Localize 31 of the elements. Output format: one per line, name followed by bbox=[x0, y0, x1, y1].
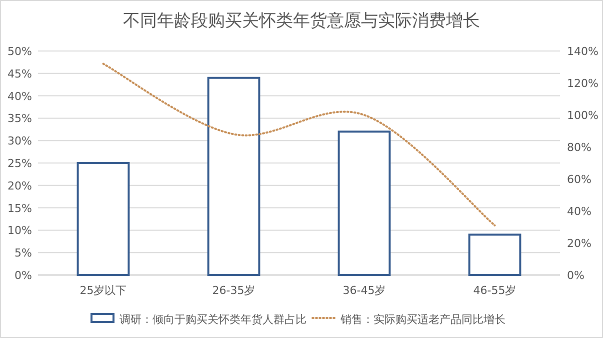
y2-tick-label: 120% bbox=[567, 77, 598, 90]
x-tick-label: 36-45岁 bbox=[342, 284, 386, 297]
y-tick-label: 50% bbox=[8, 45, 32, 58]
y-tick-label: 35% bbox=[8, 112, 32, 126]
y2-tick-label: 140% bbox=[567, 45, 598, 58]
y-tick-label: 15% bbox=[8, 202, 32, 215]
y-tick-label: 5% bbox=[14, 246, 32, 260]
y-tick-label: 30% bbox=[8, 134, 32, 148]
y2-tick-label: 100% bbox=[567, 109, 598, 122]
y2-tick-label: 80% bbox=[567, 141, 592, 154]
y2-tick-label: 40% bbox=[567, 205, 592, 218]
y2-tick-label: 60% bbox=[567, 173, 592, 186]
x-tick-label: 26-35岁 bbox=[212, 284, 256, 297]
x-tick-label: 46-55岁 bbox=[473, 284, 516, 297]
y2-tick-label: 0% bbox=[567, 269, 584, 282]
y2-tick-label: 20% bbox=[567, 237, 592, 250]
bar bbox=[207, 76, 260, 276]
y-tick-label: 10% bbox=[8, 224, 32, 238]
y-tick-label: 25% bbox=[8, 157, 32, 170]
bar bbox=[468, 234, 522, 276]
line-series bbox=[102, 62, 496, 226]
legend-label: 调研：倾向于购买关怀类年货人群占比 bbox=[120, 313, 306, 326]
y-tick-label: 40% bbox=[8, 90, 32, 103]
bar bbox=[76, 162, 130, 276]
y-tick-label: 0% bbox=[14, 269, 32, 282]
y-tick-label: 45% bbox=[8, 67, 32, 80]
y-tick-label: 20% bbox=[8, 179, 32, 192]
chart-title: 不同年龄段购买关怀类年货意愿与实际消费增长 bbox=[123, 11, 480, 31]
legend-label: 销售：实际购买适老产品同比增长 bbox=[340, 313, 506, 326]
bar bbox=[338, 130, 391, 276]
x-tick-label: 25岁以下 bbox=[80, 284, 127, 297]
